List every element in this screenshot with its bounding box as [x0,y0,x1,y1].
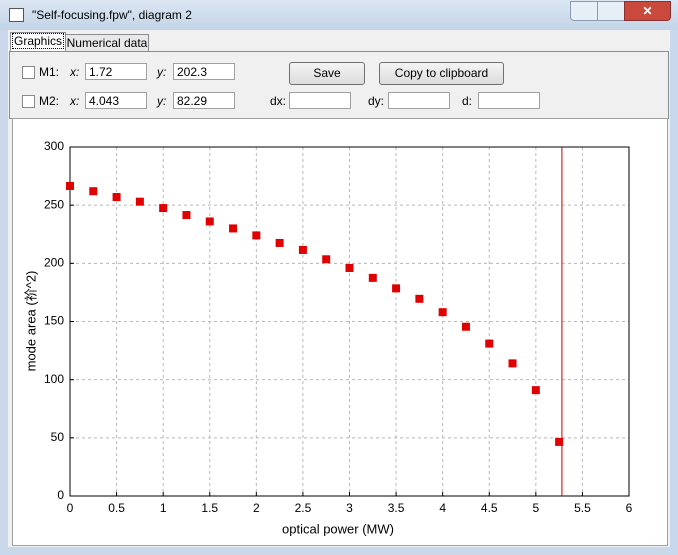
data-point [485,339,494,348]
data-point [135,197,144,206]
x-tick-label: 0.5 [108,501,125,515]
data-point [392,284,401,293]
data-point [275,238,284,247]
maximize-button[interactable] [597,1,625,21]
m2-y-field[interactable]: 82.29 [173,92,235,109]
m1-checkbox[interactable] [22,66,35,79]
data-point [345,263,354,272]
data-point [66,181,74,190]
y-tick-label: 0 [57,488,64,502]
tab-graphics[interactable]: Graphics [10,32,66,51]
data-point [159,204,168,213]
save-button[interactable]: Save [289,62,365,85]
dx-field[interactable] [289,92,351,109]
x-tick-label: 2 [253,501,260,515]
x-tick-label: 6 [626,501,633,515]
m1-x-label: x: [70,65,80,79]
dx-label: dx: [270,94,287,108]
data-point [415,294,424,303]
data-point [368,273,377,282]
window-title: "Self-focusing.fpw", diagram 2 [32,8,192,22]
data-point [229,224,238,233]
title-bar: "Self-focusing.fpw", diagram 2 ✕ [0,0,678,30]
d-label: d: [462,94,473,108]
x-tick-label: 5.5 [574,501,591,515]
m1-label: M1: [39,65,60,79]
m1-x-field[interactable]: 1.72 [85,63,147,80]
data-point [205,217,214,226]
m2-checkbox[interactable] [22,95,35,108]
y-tick-label: 300 [44,139,64,153]
data-point [508,359,517,368]
tab-numerical[interactable]: Numerical data [65,34,149,51]
plot-frame [69,146,630,497]
data-point [438,308,447,317]
chart: optical power (MW) mode area (祄^2) 05010… [12,118,668,546]
copy-button[interactable]: Copy to clipboard [379,62,504,85]
data-point [182,211,191,220]
x-tick-label: 3.5 [388,501,405,515]
data-point [252,231,261,240]
x-tick-label: 4 [439,501,446,515]
app-icon [9,8,24,22]
m1-y-field[interactable]: 202.3 [173,63,235,80]
y-tick-label: 100 [44,372,64,386]
y-tick-label: 50 [51,430,65,444]
y-tick-label: 150 [44,314,64,328]
x-tick-label: 3 [346,501,353,515]
data-point [112,193,121,202]
x-tick-label: 1.5 [201,501,218,515]
x-tick-label: 1 [160,501,167,515]
x-tick-label: 2.5 [295,501,312,515]
y-tick-label: 200 [44,256,64,270]
data-point [89,187,98,196]
data-point [298,245,307,254]
dy-label: dy: [368,94,385,108]
data-point [555,437,564,446]
x-tick-label: 5 [532,501,539,515]
data-point [322,255,331,264]
d-field[interactable] [478,92,540,109]
data-point [461,322,470,331]
tab-label: Graphics [11,33,65,49]
dy-field[interactable] [388,92,450,109]
close-button[interactable]: ✕ [624,1,671,21]
y-tick-label: 250 [44,197,64,211]
m1-y-label: y: [157,65,167,79]
data-point [531,386,540,395]
y-axis-label: mode area (祄^2) [23,271,38,372]
minimize-button[interactable] [570,1,598,21]
m2-y-label: y: [157,94,167,108]
x-axis-label: optical power (MW) [282,521,394,536]
m2-x-label: x: [70,94,80,108]
m2-label: M2: [39,94,60,108]
x-tick-label: 4.5 [481,501,498,515]
x-tick-label: 0 [67,501,74,515]
m2-x-field[interactable]: 4.043 [85,92,147,109]
